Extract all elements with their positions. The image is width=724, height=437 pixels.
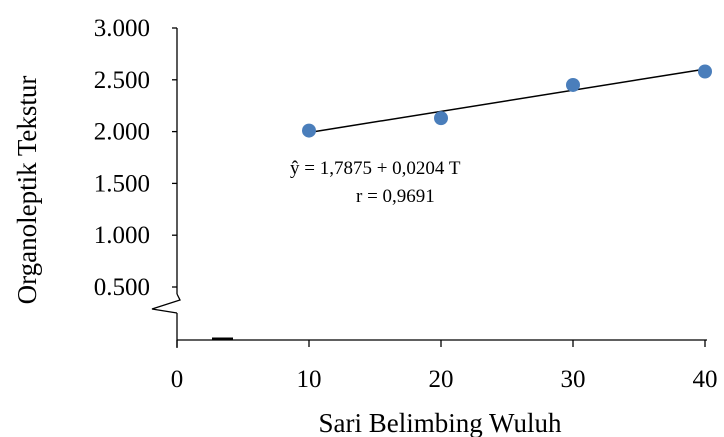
y-tick-label: 1.500 <box>94 170 150 197</box>
y-tick-label: 2.000 <box>94 119 150 146</box>
x-tick-label: 20 <box>429 366 454 393</box>
x-tick-label: 10 <box>297 366 322 393</box>
x-tick-label: 40 <box>693 366 718 393</box>
data-point <box>698 65 712 79</box>
y-tick-label: 2.500 <box>94 67 150 94</box>
y-tick-label: 1.000 <box>94 222 150 249</box>
x-tick-label: 30 <box>561 366 586 393</box>
regression-equation: ŷ = 1,7875 + 0,0204 T <box>290 158 461 179</box>
x-axis-title: Sari Belimbing Wuluh <box>319 408 562 437</box>
data-point <box>566 78 580 92</box>
y-axis-break <box>152 294 180 313</box>
data-point <box>434 111 448 125</box>
correlation-coefficient: r = 0,9691 <box>356 186 435 207</box>
x-tick-label: 0 <box>171 366 184 393</box>
trendline-group <box>309 69 705 132</box>
y-tick-label: 0.500 <box>94 274 150 301</box>
data-point <box>302 124 316 138</box>
trendline <box>309 69 705 132</box>
y-tick-label: 3.000 <box>94 15 150 42</box>
y-axis-title: Organoleptik Tekstur <box>12 76 42 305</box>
